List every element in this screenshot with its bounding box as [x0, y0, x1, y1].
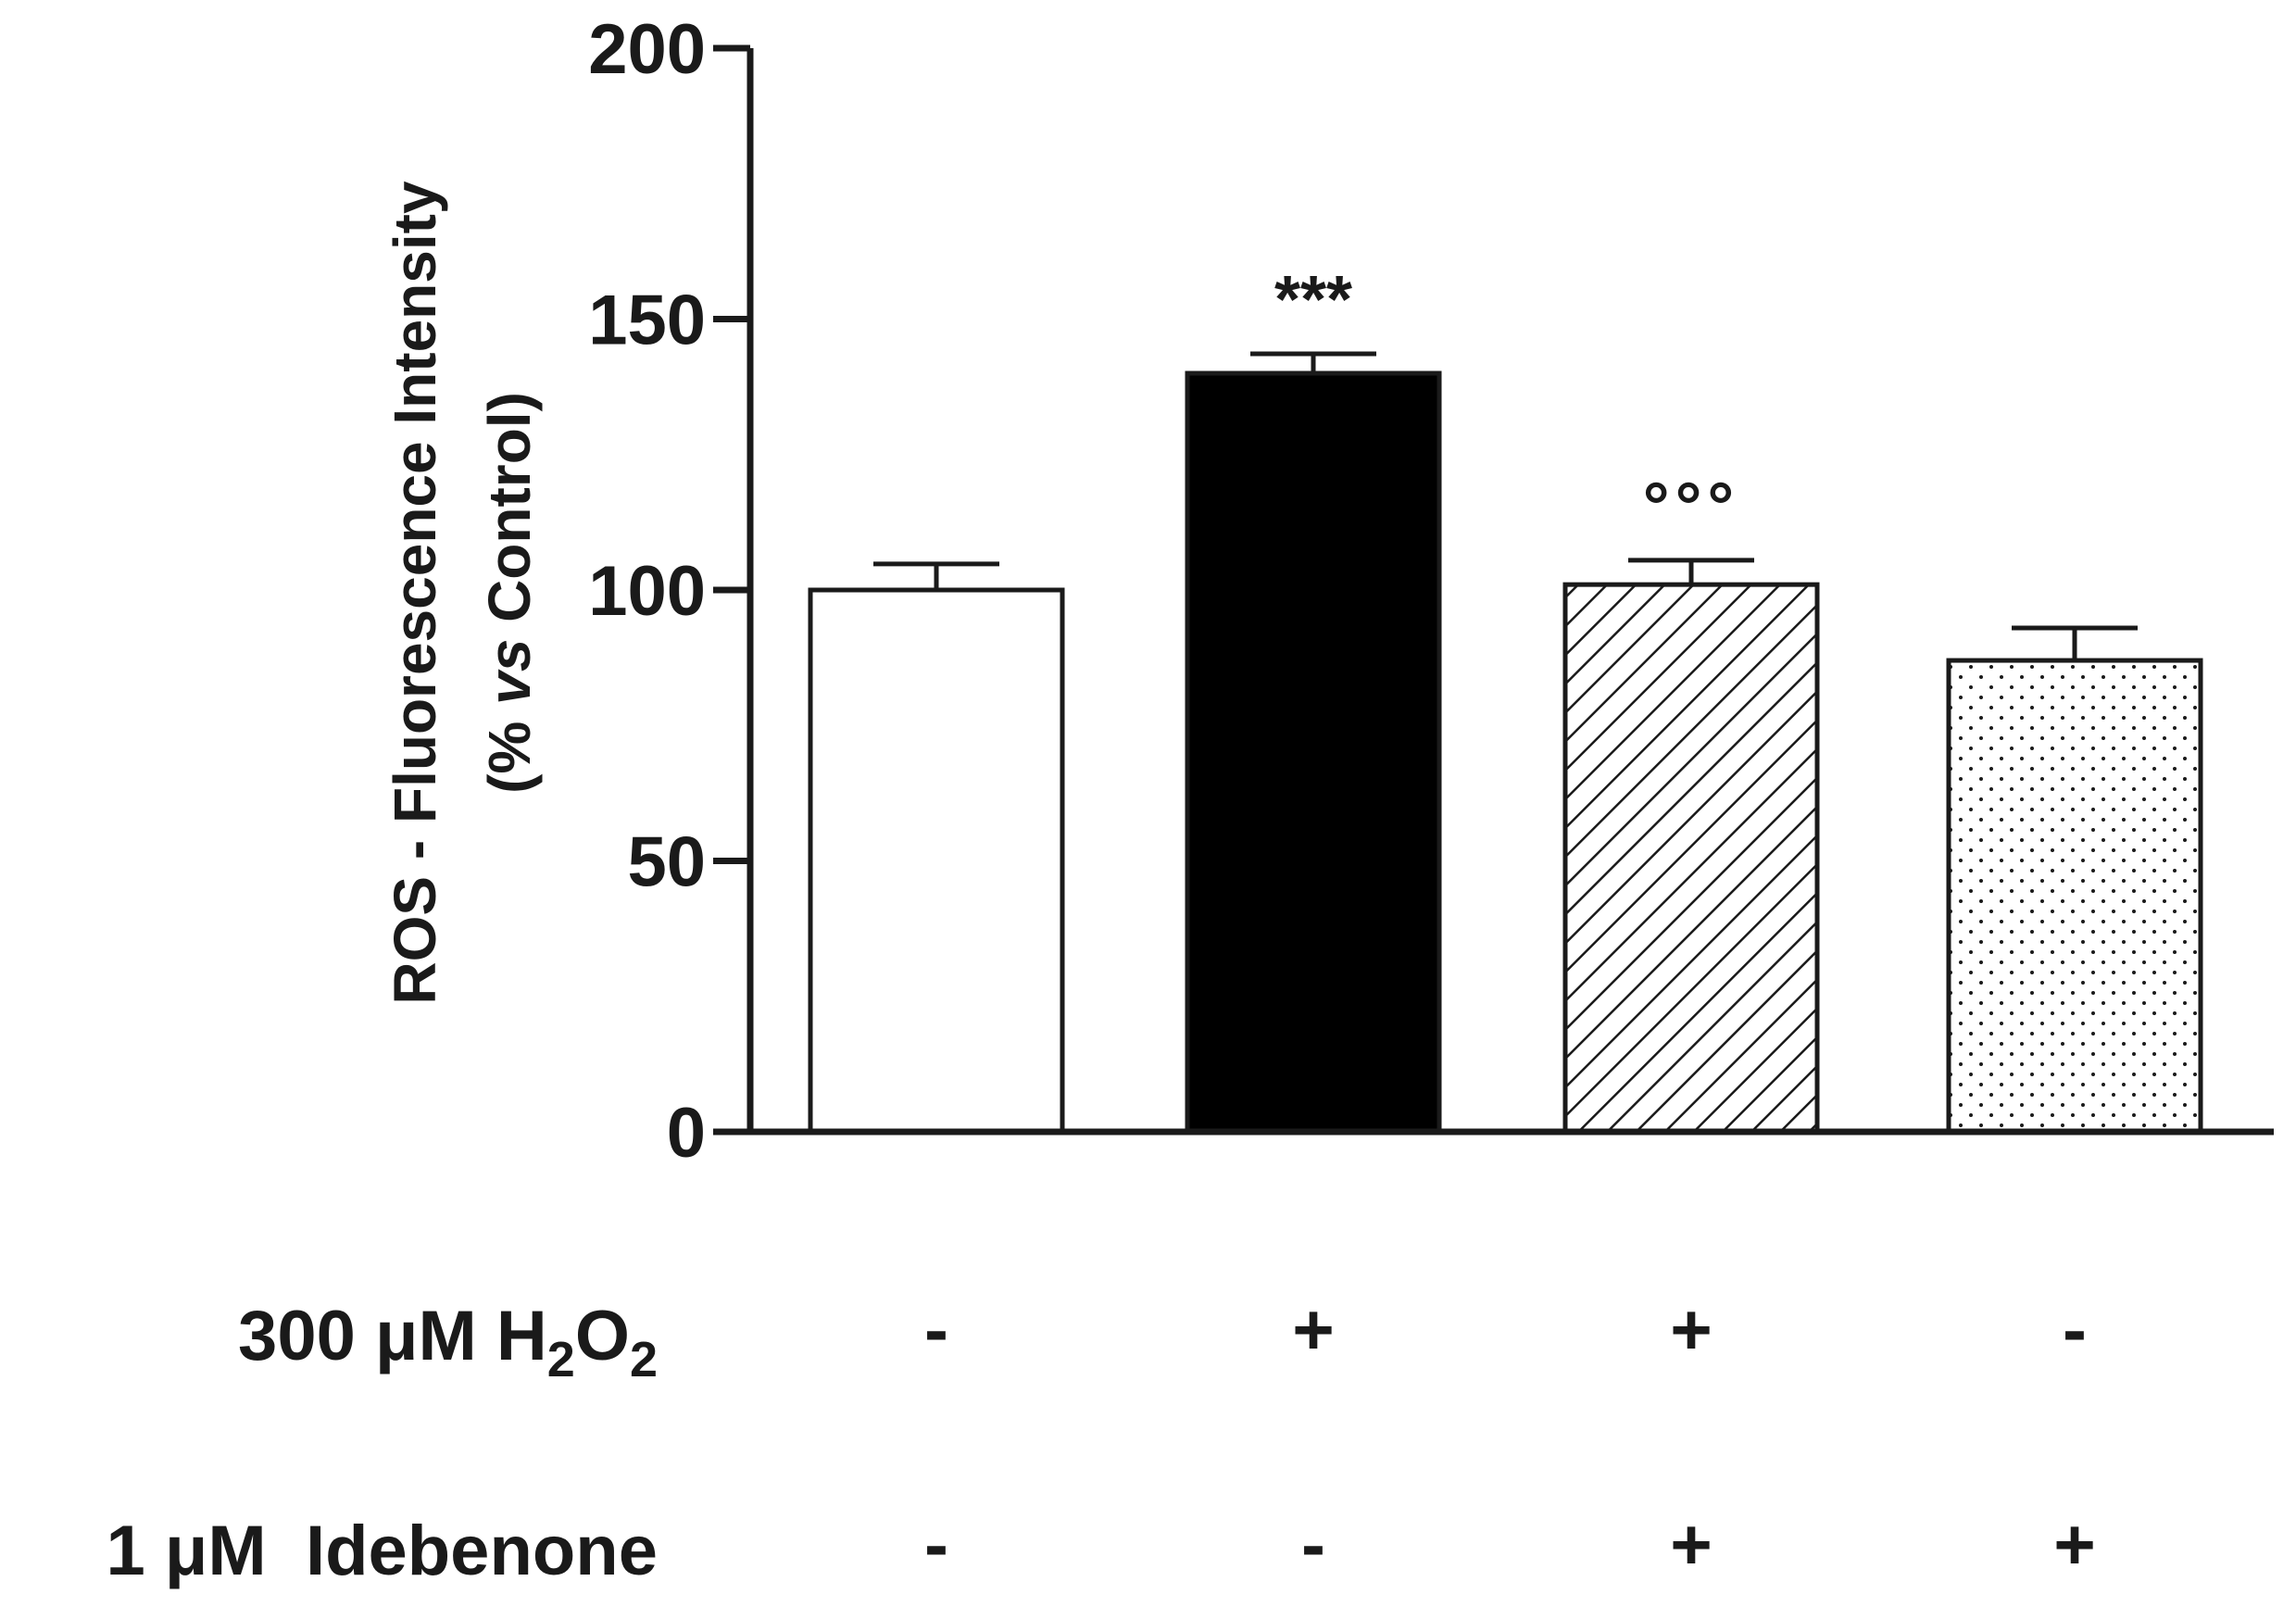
- condition-sign: +: [1292, 1288, 1335, 1370]
- svg-text:(% vs Control): (% vs Control): [476, 392, 543, 794]
- y-axis-label-line1: ROS - Fluorescence Intensity: [382, 181, 448, 1005]
- y-tick-label: 200: [588, 10, 706, 89]
- condition-sign: -: [924, 1288, 948, 1370]
- condition-sign: -: [2063, 1288, 2087, 1370]
- y-tick-label: 50: [627, 823, 706, 902]
- condition-sign: +: [1670, 1288, 1713, 1370]
- condition-label-h2o2: 300 μM H2O2: [238, 1297, 658, 1387]
- condition-label-idebenone: 1 μM Idebenone: [107, 1512, 658, 1590]
- condition-signs: - + + - - - + +: [924, 1288, 2096, 1585]
- condition-sign: +: [2053, 1503, 2096, 1585]
- condition-sign: -: [1301, 1503, 1325, 1585]
- y-axis-label-line2: (% vs Control): [476, 392, 543, 794]
- significance-annotation-3: °°°: [1643, 470, 1739, 544]
- y-tick-label: 100: [588, 552, 706, 631]
- bar-2: [1185, 370, 1442, 1135]
- bars-layer: *** °°°: [808, 263, 2203, 1135]
- significance-annotation-2: ***: [1274, 263, 1352, 337]
- bar-1: [808, 587, 1065, 1135]
- y-ticks: 0 50 100 150 200: [588, 10, 750, 1173]
- y-tick-label: 0: [667, 1094, 706, 1173]
- y-tick-label: 150: [588, 282, 706, 360]
- bar-4: [1946, 658, 2203, 1135]
- condition-sign: +: [1670, 1503, 1713, 1585]
- bar-3: [1562, 582, 1820, 1135]
- condition-sign: -: [924, 1503, 948, 1585]
- svg-text:ROS - Fluorescence Intensity: ROS - Fluorescence Intensity: [382, 181, 448, 1005]
